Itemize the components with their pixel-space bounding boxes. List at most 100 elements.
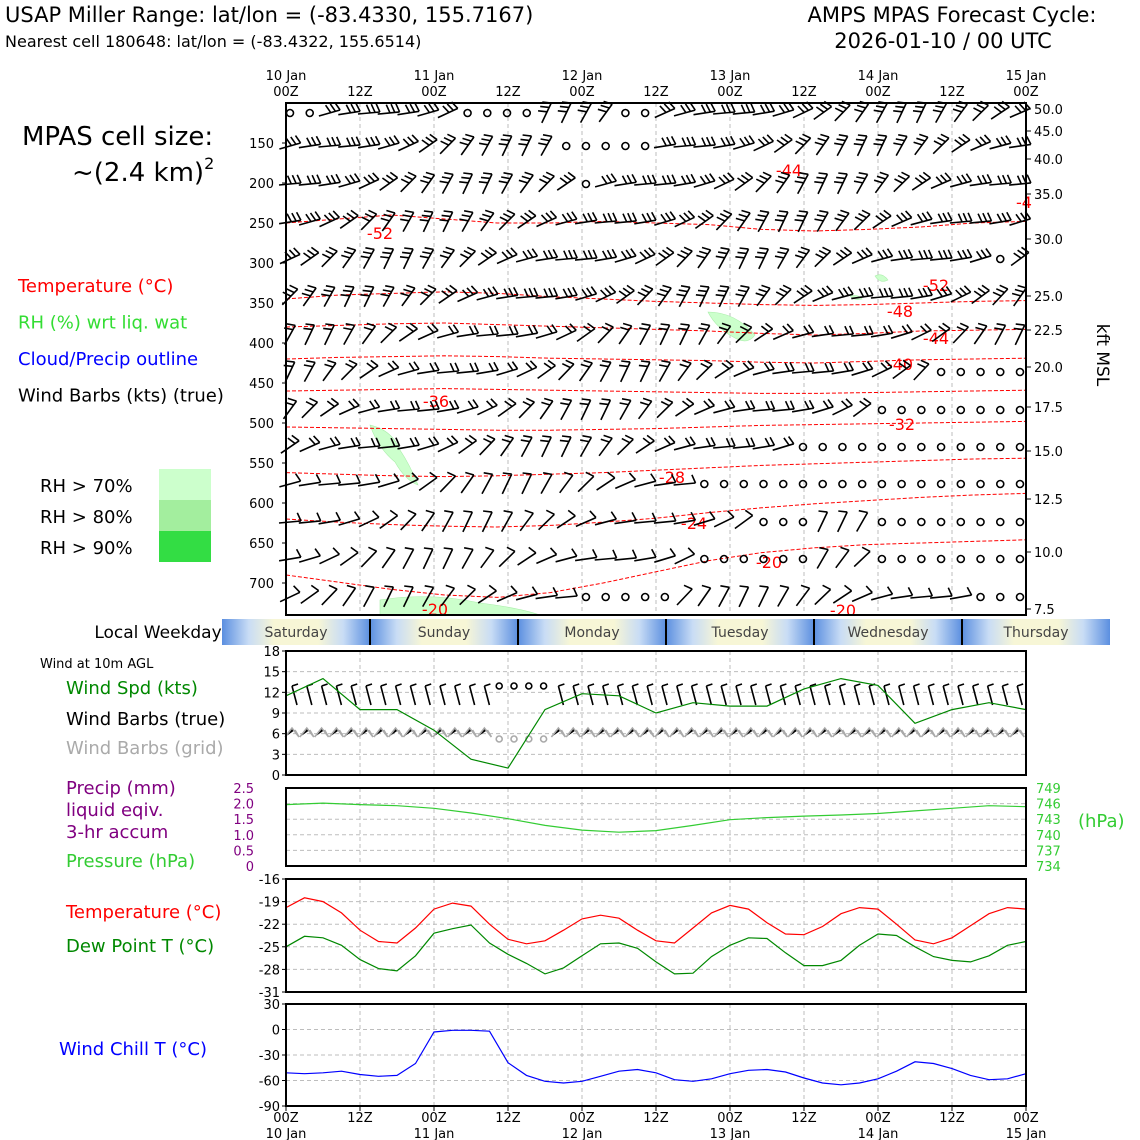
surface-wind-barb: [587, 683, 595, 706]
wind-barb: [912, 101, 927, 124]
wind-barb: [518, 171, 534, 194]
wind-barb: [735, 285, 750, 307]
title-forecast-cycle: AMPS MPAS Forecast Cycle:: [808, 3, 1097, 27]
wind-barb: [279, 473, 302, 488]
wind-barb: [319, 210, 340, 228]
calm-wind-marker: [621, 592, 630, 602]
pressure-tick-label: 450: [249, 377, 274, 392]
calm-wind-marker: [759, 554, 768, 564]
calm-wind-marker: [581, 179, 591, 189]
calm-wind-marker: [305, 108, 315, 118]
legend-dewpoint: Dew Point T (°C): [66, 936, 214, 957]
wind-barb: [890, 324, 913, 339]
wind-barb: [831, 286, 854, 301]
time-tick-day: 11 Jan: [414, 69, 455, 84]
surface-wind-barb-grid: [476, 726, 493, 738]
wind-barb: [871, 248, 894, 263]
wind-barb: [755, 247, 770, 270]
wind-barb: [539, 397, 554, 420]
surface-wind-barb-grid: [461, 726, 478, 738]
wind-barb: [595, 285, 617, 303]
wind-barb: [456, 325, 480, 338]
panel-frame: [285, 787, 1027, 867]
rh-shading: [369, 424, 419, 486]
wind-barb: [693, 398, 715, 416]
wind-barb: [951, 133, 971, 153]
calm-wind-marker: [995, 517, 1005, 527]
surface-wind-barb-grid: [787, 726, 803, 738]
surface-wind-barb: [735, 683, 743, 706]
wind-barb: [772, 436, 795, 451]
wind-barb: [419, 247, 435, 269]
wind-barb: [338, 136, 361, 148]
height-tick-label: 25.0: [1034, 290, 1063, 305]
y-tick-label: 15: [263, 666, 280, 681]
wind-barb: [831, 361, 855, 375]
wind-barb: [300, 584, 320, 605]
calm-wind-marker: [482, 108, 492, 118]
calm-wind-marker: [495, 682, 504, 690]
wind-barb: [462, 510, 474, 533]
wind-barb: [559, 471, 574, 494]
wind-barb: [501, 472, 513, 495]
y-tick-label: 12: [263, 686, 280, 701]
wind-barb: [318, 511, 342, 525]
wind-barb: [774, 247, 790, 269]
y-tick-label: -30: [259, 1049, 280, 1064]
wind-barb: [851, 247, 873, 265]
wind-barb: [752, 436, 776, 450]
calm-wind-marker: [510, 682, 518, 690]
surface-wind-barb: [1016, 683, 1024, 706]
calm-wind-marker: [700, 554, 709, 564]
wind-barb: [476, 361, 499, 375]
wind-barb: [480, 546, 495, 569]
wind-barb: [383, 585, 395, 608]
calm-wind-marker: [877, 442, 887, 452]
weekday-segment: [222, 619, 370, 645]
surface-wind-barb: [320, 683, 328, 706]
time-tick-day: 14 Jan: [858, 1127, 899, 1140]
wind-10m-label: Wind at 10m AGL: [40, 657, 154, 672]
surface-wind-barb: [838, 683, 846, 706]
wind-barb: [635, 434, 655, 454]
calm-wind-marker: [917, 517, 926, 527]
wind-barb: [872, 209, 892, 229]
wind-barb: [913, 359, 930, 381]
wind-barb: [772, 323, 794, 341]
temperature-contour: [285, 322, 1027, 336]
weekday-name: Saturday: [264, 625, 327, 641]
time-tick-hour: 12Z: [495, 1111, 521, 1126]
wind-barb: [298, 135, 322, 149]
height-tick-label: 22.5: [1034, 324, 1063, 339]
wind-barb: [634, 473, 657, 488]
wind-barb: [854, 100, 870, 123]
wind-barb: [792, 324, 815, 339]
wind-barb: [318, 474, 342, 486]
legend-item: Temperature (°C): [17, 276, 173, 297]
surface-wind-barb: [291, 683, 299, 706]
wind-barb: [579, 435, 593, 457]
surface-wind-barb-grid: [417, 726, 433, 738]
wind-barb: [398, 322, 418, 342]
calm-wind-marker: [739, 479, 749, 489]
wind-barb: [318, 102, 341, 117]
wind-barb: [910, 249, 934, 261]
wind-barb: [755, 210, 770, 233]
height-tick-label: 50.0: [1034, 103, 1063, 118]
wind-barb: [442, 547, 454, 570]
calm-wind-marker: [601, 141, 610, 151]
wind-barb: [594, 212, 618, 224]
wind-barb: [738, 585, 750, 608]
wind-barb: [853, 134, 868, 157]
surface-wind-barb-grid: [743, 726, 759, 738]
panel-frame: [285, 878, 1027, 993]
wind-barb: [871, 360, 893, 378]
wind-barb: [555, 548, 578, 563]
legend-temperature: Temperature (°C): [65, 902, 221, 923]
pressure-tick-label: 350: [249, 297, 274, 312]
wind-barb: [516, 360, 538, 378]
wind-barb: [892, 359, 911, 380]
wind-barb: [715, 209, 733, 231]
calm-wind-marker: [719, 554, 729, 564]
